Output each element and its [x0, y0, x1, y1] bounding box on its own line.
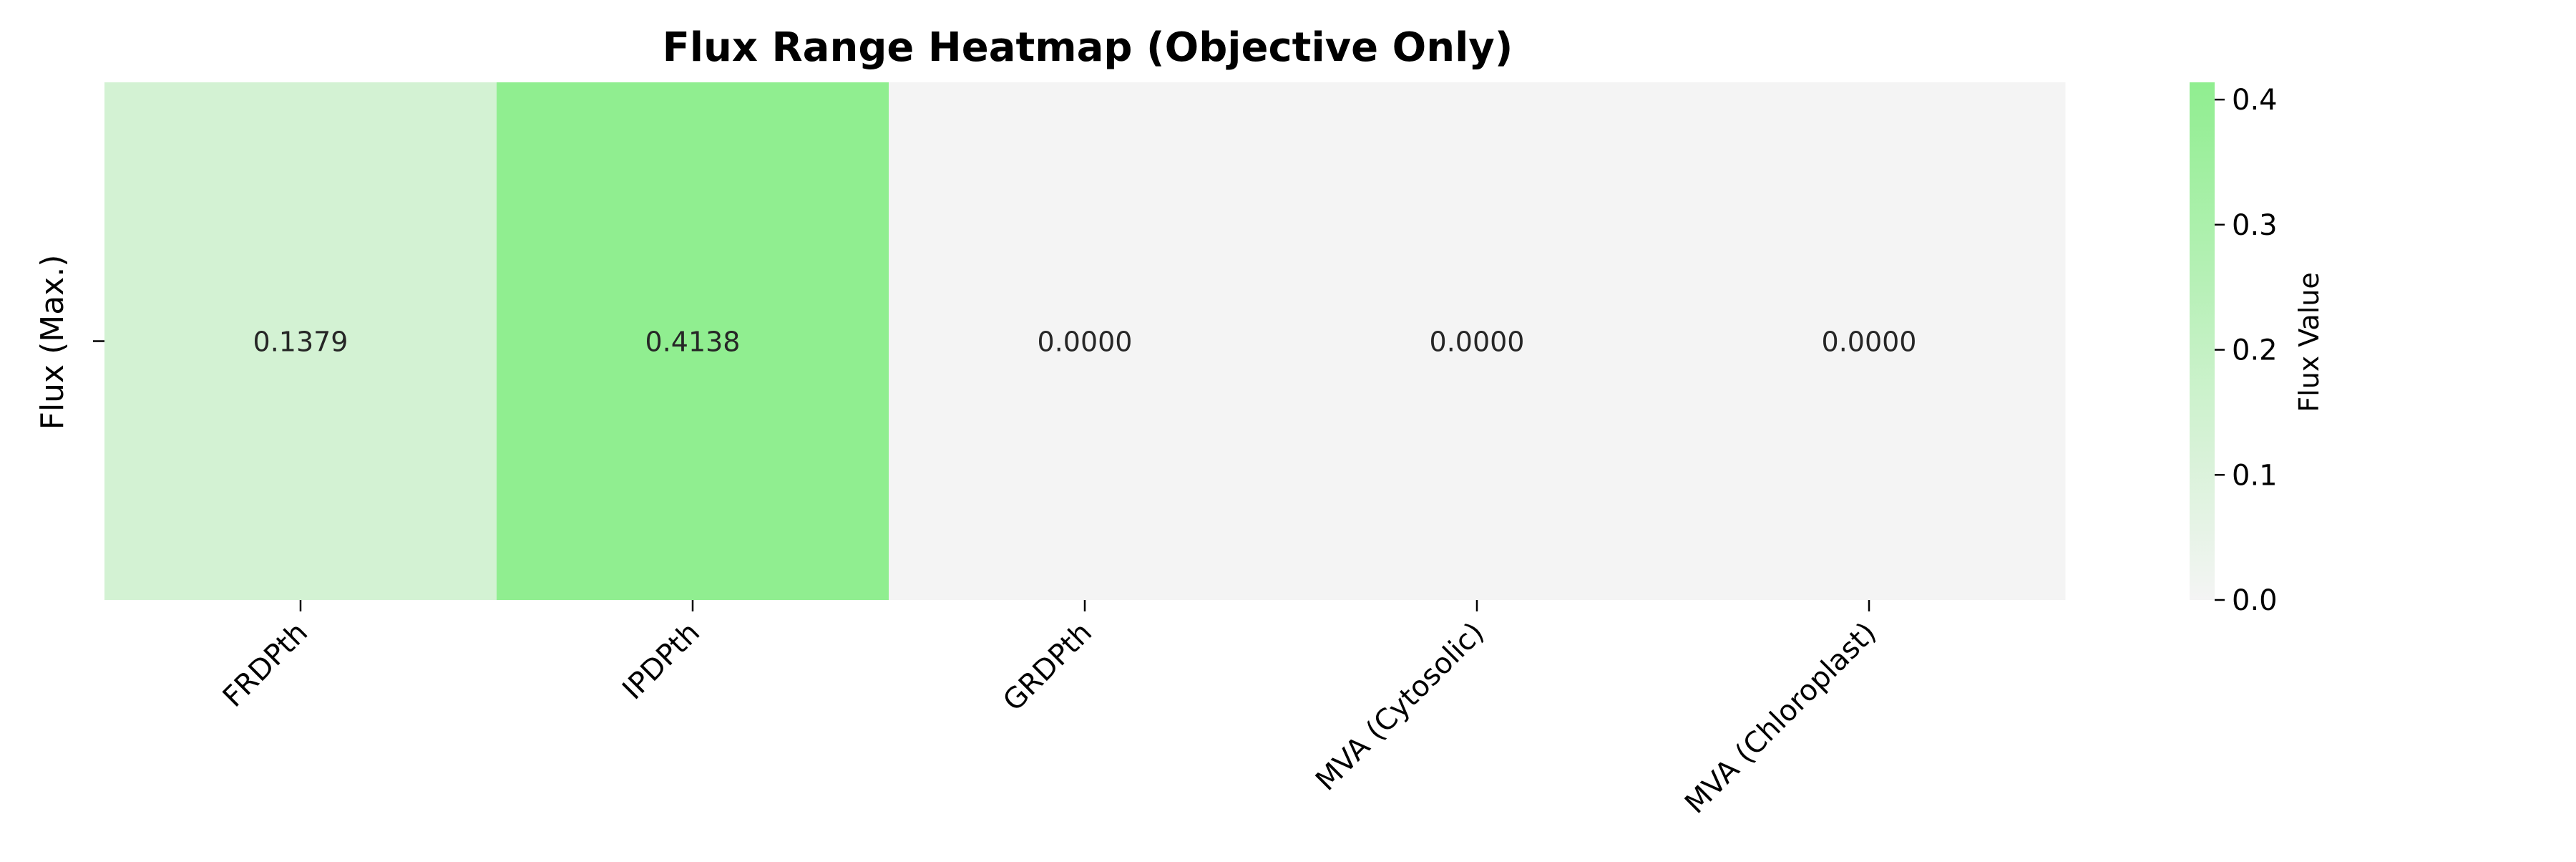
heatmap-cell	[1281, 82, 1674, 600]
x-tick-label: GRDPth	[997, 616, 1098, 718]
heatmap-cell	[104, 82, 497, 600]
colorbar-tick-label: 0.4	[2232, 84, 2278, 117]
y-axis-label: Flux (Max.)	[34, 255, 71, 430]
colorbar-tick-label: 0.1	[2232, 459, 2278, 492]
chart-title: Flux Range Heatmap (Objective Only)	[663, 24, 1513, 71]
x-tick-label: IPDPth	[616, 616, 706, 707]
x-axis-ticks: FRDPth IPDPth GRDPth MVA (Cytosolic) MVA (Ch…	[217, 600, 1883, 820]
cell-value-label: 0.1379	[253, 326, 348, 358]
x-tick-label: FRDPth	[217, 616, 314, 714]
heatmap-cell	[1673, 82, 2066, 600]
cell-value-label: 0.4138	[645, 326, 741, 358]
colorbar-tick-label: 0.2	[2232, 334, 2278, 367]
colorbar-ticks: 0.0 0.1 0.2 0.3 0.4	[2215, 84, 2278, 617]
heatmap-cell	[497, 82, 889, 600]
colorbar: 0.0 0.1 0.2 0.3 0.4 Flux Value	[2190, 82, 2325, 617]
x-tick-label: MVA (Cytosolic)	[1309, 616, 1491, 798]
cell-value-label: 0.0000	[1822, 326, 1917, 358]
cell-value-label: 0.0000	[1038, 326, 1133, 358]
x-tick-label: MVA (Chloroplast)	[1679, 616, 1883, 820]
heatmap-cell	[889, 82, 1282, 600]
cell-value-label: 0.0000	[1430, 326, 1525, 358]
colorbar-tick-label: 0.3	[2232, 209, 2278, 242]
heatmap-cells: 0.1379 0.4138 0.0000 0.0000 0.0000	[104, 82, 2066, 600]
colorbar-label: Flux Value	[2293, 272, 2325, 412]
colorbar-tick-label: 0.0	[2232, 584, 2278, 617]
colorbar-gradient	[2190, 82, 2215, 600]
